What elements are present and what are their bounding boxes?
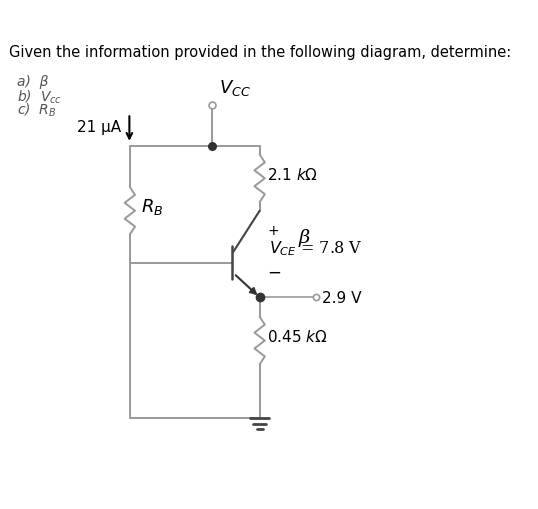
- Text: −: −: [267, 263, 281, 281]
- Text: 2.1 $k\Omega$: 2.1 $k\Omega$: [267, 166, 318, 183]
- Text: $V_{CE}$ = 7.8 V: $V_{CE}$ = 7.8 V: [269, 239, 363, 258]
- Text: 2.9 V: 2.9 V: [322, 290, 362, 305]
- Text: $R_B$: $R_B$: [140, 197, 163, 217]
- Text: +: +: [267, 224, 279, 238]
- Text: $V_{CC}$: $V_{CC}$: [218, 78, 250, 98]
- Text: Given the information provided in the following diagram, determine:: Given the information provided in the fo…: [9, 45, 511, 60]
- Text: β: β: [299, 228, 310, 246]
- Text: 0.45 $k\Omega$: 0.45 $k\Omega$: [267, 329, 328, 345]
- Text: a)  β: a) β: [17, 75, 49, 89]
- Text: b)  $V_{cc}$: b) $V_{cc}$: [17, 88, 62, 105]
- Text: 21 μA: 21 μA: [77, 120, 121, 134]
- Text: c)  $R_B$: c) $R_B$: [17, 101, 57, 119]
